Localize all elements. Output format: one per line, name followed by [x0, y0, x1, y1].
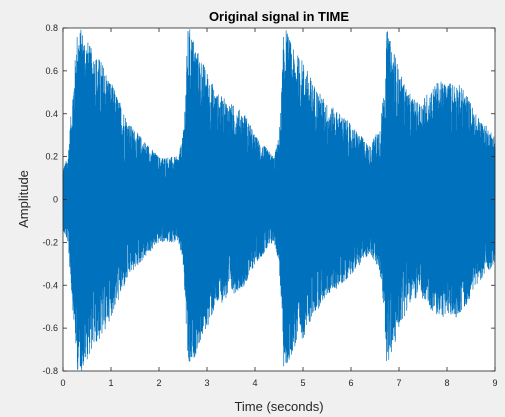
y-tick-label: -0.8	[42, 366, 58, 376]
x-axis: 0 1 2 3 4 5 6 7 8 9	[60, 28, 498, 388]
signal-line	[62, 29, 496, 371]
signal-series	[62, 29, 496, 371]
y-tick-label: 0	[53, 195, 58, 205]
y-tick-label: 0.2	[45, 152, 58, 162]
x-tick-label: 2	[156, 378, 161, 388]
x-tick-label: 1	[108, 378, 113, 388]
y-axis-label: Amplitude	[16, 170, 31, 228]
y-tick-label: -0.4	[42, 280, 58, 290]
x-tick-label: 4	[252, 378, 257, 388]
x-tick-label: 9	[492, 378, 497, 388]
x-tick-label: 7	[396, 378, 401, 388]
y-tick-label: 0.4	[45, 109, 58, 119]
chart-title: Original signal in TIME	[209, 9, 349, 24]
x-tick-label: 0	[60, 378, 65, 388]
x-tick-label: 3	[204, 378, 209, 388]
x-axis-label: Time (seconds)	[234, 399, 323, 414]
y-axis: 0.8 0.6 0.4 0.2 0 -0.2 -0.4 -0.6 -0.8	[42, 23, 495, 376]
y-tick-label: -0.6	[42, 323, 58, 333]
x-tick-label: 5	[300, 378, 305, 388]
y-tick-label: 0.6	[45, 66, 58, 76]
y-tick-label: 0.8	[45, 23, 58, 33]
x-tick-label: 6	[348, 378, 353, 388]
x-tick-label: 8	[444, 378, 449, 388]
y-tick-label: -0.2	[42, 237, 58, 247]
